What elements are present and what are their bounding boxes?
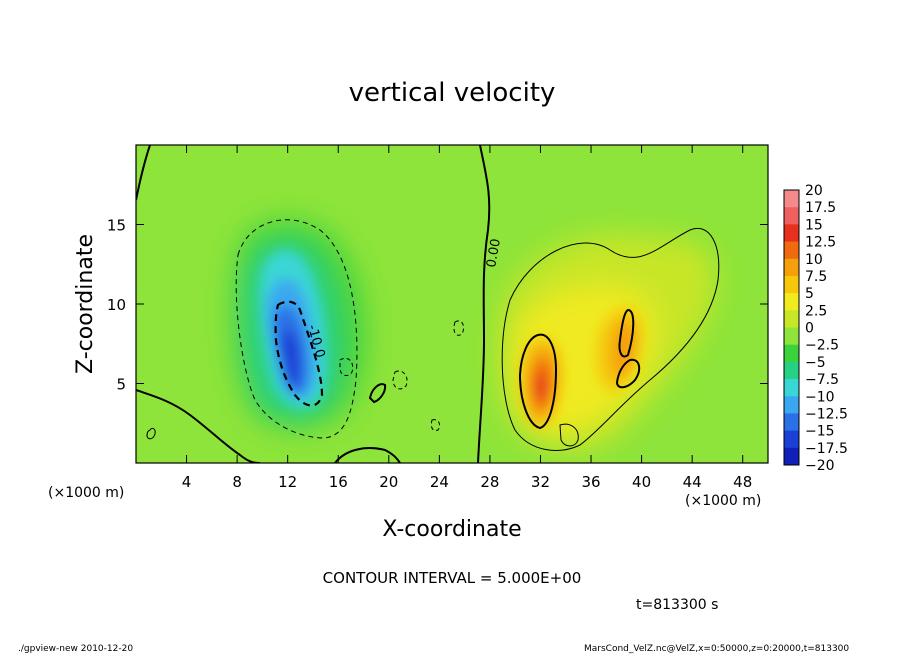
colorbar-frame bbox=[783, 189, 800, 466]
contour-label-zero: 0.00 bbox=[484, 238, 504, 269]
colorbar-label: 7.5 bbox=[805, 269, 827, 285]
x-tick-label: 24 bbox=[430, 473, 449, 491]
x-unit-note: (×1000 m) bbox=[48, 485, 124, 501]
x-tick-label: 36 bbox=[581, 473, 600, 491]
colorbar-label: 12.5 bbox=[805, 235, 836, 251]
y-tick-label: 5 bbox=[116, 376, 126, 394]
colorbar-label: −12.5 bbox=[805, 406, 848, 422]
colorbar-swatch bbox=[784, 258, 799, 277]
colorbar-swatch bbox=[784, 190, 799, 208]
x-tick-label: 12 bbox=[278, 473, 297, 491]
time-label: t=813300 s bbox=[636, 597, 718, 613]
colorbar-swatch bbox=[784, 207, 799, 225]
x-unit-note-right: (×1000 m) bbox=[685, 493, 761, 509]
colorbar-label: −20 bbox=[805, 458, 835, 474]
x-tick-label: 16 bbox=[329, 473, 348, 491]
colorbar-label: −2.5 bbox=[805, 338, 839, 354]
x-axis: 4 8 12 16 20 24 28 32 36 40 44 48 bbox=[182, 145, 752, 491]
colorbar-swatch bbox=[784, 430, 799, 449]
colorbar-label: −17.5 bbox=[805, 441, 848, 457]
colorbar-swatch bbox=[784, 241, 799, 260]
colorbar-label: 2.5 bbox=[805, 303, 827, 319]
footer-right-note: MarsCond_VelZ.nc@VelZ,x=0:50000,z=0:2000… bbox=[584, 644, 849, 654]
footer-left-note: ./gpview-new 2010-12-20 bbox=[18, 644, 133, 654]
chart-title: vertical velocity bbox=[349, 78, 556, 108]
colorbar-label: −7.5 bbox=[805, 372, 839, 388]
colorbar-label: 0 bbox=[805, 321, 814, 337]
y-tick-label: 15 bbox=[107, 217, 126, 235]
x-tick-label: 28 bbox=[480, 473, 499, 491]
colorbar-label: −5 bbox=[805, 355, 826, 371]
colorbar-swatch bbox=[784, 293, 799, 311]
x-tick-label: 48 bbox=[733, 473, 752, 491]
colorbar-label: 10 bbox=[805, 252, 823, 268]
colorbar-label: −10 bbox=[805, 389, 835, 405]
colorbar-swatch bbox=[784, 361, 799, 380]
x-tick-label: 44 bbox=[683, 473, 702, 491]
colorbar-swatch bbox=[784, 344, 799, 363]
x-tick-label: 8 bbox=[232, 473, 242, 491]
x-tick-label: 32 bbox=[531, 473, 550, 491]
colorbar-swatch bbox=[784, 224, 799, 243]
colorbar-swatch bbox=[784, 413, 799, 432]
colorbar-swatch bbox=[784, 310, 799, 328]
y-tick-label: 10 bbox=[107, 296, 126, 314]
colorbar-label: 15 bbox=[805, 217, 823, 233]
y-axis-label: Z-coordinate bbox=[73, 234, 98, 374]
x-tick-label: 4 bbox=[182, 473, 192, 491]
heatmap-field: 0.00 -10.0 bbox=[136, 145, 768, 463]
colorbar-swatch bbox=[784, 379, 799, 397]
colorbar-swatch bbox=[784, 327, 799, 346]
y-axis: 5 10 15 bbox=[107, 217, 768, 394]
x-axis-label: X-coordinate bbox=[382, 517, 521, 542]
colorbar-swatch bbox=[784, 447, 799, 466]
colorbar-label: 17.5 bbox=[805, 200, 836, 216]
colorbar-label: −15 bbox=[805, 424, 835, 440]
colorbar-label: 20 bbox=[805, 183, 823, 199]
contour-interval-text: CONTOUR INTERVAL = 5.000E+00 bbox=[323, 569, 582, 587]
colorbar-label: 5 bbox=[805, 286, 814, 302]
x-tick-label: 40 bbox=[632, 473, 651, 491]
colorbar-swatch bbox=[784, 275, 799, 294]
x-tick-label: 20 bbox=[379, 473, 398, 491]
colorbar-swatch bbox=[784, 396, 799, 414]
